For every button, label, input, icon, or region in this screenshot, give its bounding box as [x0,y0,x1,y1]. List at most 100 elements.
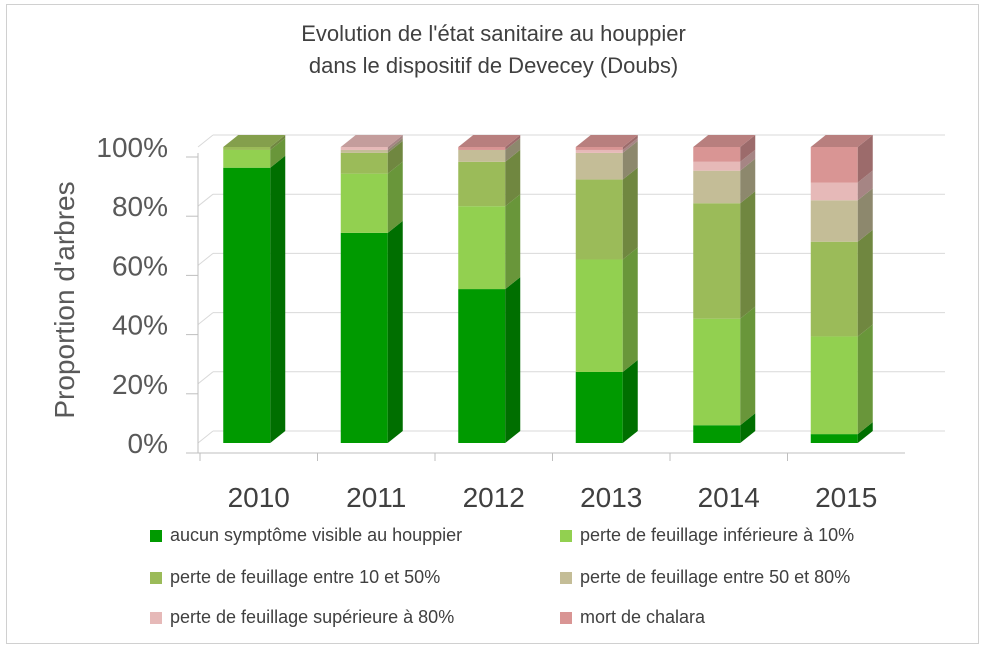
bar-front-face [693,147,741,162]
bar-side-face [505,149,521,207]
x-tick-label: 2010 [228,482,290,513]
bar-front-face [693,170,741,204]
bar-front-face [340,232,388,443]
bar-side-face [505,277,521,443]
chart-title: Evolution de l'état sanitaire au houppie… [0,18,987,82]
bar-segment [810,324,873,435]
gridline-diagonal [197,193,214,207]
bar-front-face [575,152,623,180]
x-tick-label: 2011 [346,482,406,513]
chart-title-line-2: dans le dispositif de Devecey (Doubs) [308,53,679,78]
bar-segment [810,229,873,337]
bar-top-face [340,135,403,147]
bar-side-face [387,135,403,150]
bar-side-face [387,220,403,443]
bar-front-face [810,147,858,183]
bar-segment [340,140,403,174]
bar-segment [458,194,521,290]
legend-swatch [560,612,572,624]
bar-segment [223,135,286,150]
bar-segment [810,170,873,201]
bar-side-face [622,247,638,372]
bar-front-face [693,203,741,319]
legend-swatch [560,572,572,584]
bar-front-face [575,371,623,443]
bar-side-face [270,137,286,168]
bar-side-face [387,137,403,153]
legend-label: perte de feuillage inférieure à 10% [580,525,855,545]
bar-front-face [340,173,388,233]
legend-swatch [150,612,162,624]
legend-item: mort de chalara [560,606,705,628]
bar-segment [340,137,403,153]
bar-segment [575,135,638,150]
legend-swatch [150,530,162,542]
bar-side-face [622,137,638,153]
bar-side-face [387,161,403,233]
bar-front-face [223,147,271,150]
bar-front-face [458,161,506,207]
bar-side-face [505,135,521,150]
x-tick-label: 2013 [580,482,642,513]
bar-segment [575,359,638,443]
chart-title-line-1: Evolution de l'état sanitaire au houppie… [301,21,686,46]
y-tick-label: 60% [112,250,168,281]
y-tick-label: 20% [112,369,168,400]
bar-segment [810,422,873,443]
y-axis-title: Proportion d'arbres [49,181,80,418]
legend-item: aucun symptôme visible au houppier [150,524,462,546]
bar-segment [693,413,756,443]
bar-top-face [575,135,638,147]
bar-segment [693,306,756,426]
y-tick-label: 100% [96,132,168,163]
x-tick-label: 2014 [698,482,760,513]
y-tick-label: 40% [112,310,168,341]
legend-swatch [150,572,162,584]
bar-segment [340,220,403,443]
legend-label: perte de feuillage supérieure à 80% [170,607,455,627]
bar-segment [810,135,873,183]
legend-label: mort de chalara [580,607,706,627]
bar-front-face [693,425,741,443]
bar-segment [340,135,403,150]
bar-top-face [223,135,286,147]
bar-side-face [740,191,756,319]
bar-front-face [575,259,623,372]
bar-segment [810,188,873,242]
bar-top-face [458,135,521,147]
bar-side-face [622,135,638,150]
bar-side-face [387,140,403,174]
bar-side-face [740,149,756,171]
bar-side-face [270,155,286,443]
gridline-diagonal [197,430,214,444]
x-tick-label: 2012 [463,482,525,513]
bar-side-face [740,158,756,204]
bar-front-face [810,336,858,435]
bar-top-face [693,135,756,147]
bar-front-face [810,241,858,337]
bar-front-face [575,149,623,153]
y-tick-label: 80% [112,191,168,222]
bar-segment [458,137,521,162]
bar-front-face [340,149,388,153]
bar-segment [575,167,638,260]
legend-label: perte de feuillage entre 50 et 80% [580,567,851,587]
bar-side-face [857,188,873,242]
legend-item: perte de feuillage entre 50 et 80% [560,566,850,588]
legend-label: perte de feuillage entre 10 et 50% [170,567,441,587]
bar-segment [575,247,638,372]
bar-front-face [458,147,506,150]
bar-side-face [857,229,873,337]
bar-front-face [340,152,388,174]
bar-side-face [622,359,638,443]
bar-segment [575,140,638,180]
bar-front-face [223,149,271,168]
legend-item: perte de feuillage inférieure à 10% [560,524,854,546]
bar-side-face [857,422,873,443]
gridline-diagonal [197,371,214,385]
bar-segment [458,135,521,150]
bar-front-face [575,179,623,260]
bar-side-face [857,324,873,435]
bar-side-face [740,306,756,426]
gridline-diagonal [197,312,214,325]
